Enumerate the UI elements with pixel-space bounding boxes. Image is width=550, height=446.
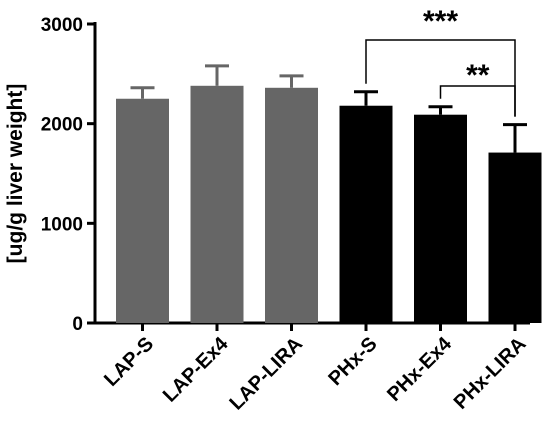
error-bars <box>130 64 527 153</box>
significance-brackets <box>365 39 516 117</box>
significance-bracket-phx-s-vs-phx-lira <box>365 39 516 117</box>
significance-label-phx-s-vs-phx-lira: *** <box>423 5 458 38</box>
y-tick-label-3000: 3000 <box>41 15 83 36</box>
category-label-lap-ex4: LAP-Ex4 <box>159 332 233 406</box>
bar-lap-s <box>116 98 169 323</box>
significance-bracket-phx-ex4-vs-phx-lira <box>439 85 516 117</box>
category-label-phx-ex4: PHx-Ex4 <box>383 332 457 406</box>
category-label-phx-lira: PHx-LIRA <box>450 333 531 414</box>
bar-phx-lira <box>488 152 542 323</box>
y-tick-label-0: 0 <box>72 314 83 335</box>
category-label-lap-lira: LAP-LIRA <box>225 333 307 415</box>
bar-phx-ex4 <box>414 114 467 324</box>
bar-lap-ex4 <box>190 85 244 323</box>
bar-phx-s <box>339 105 393 323</box>
y-axis-label: [ug/g liver weight] <box>4 84 27 264</box>
bars <box>116 85 542 324</box>
category-label-lap-s: LAP-S <box>100 333 158 391</box>
significance-label-phx-ex4-vs-phx-lira: ** <box>466 59 490 92</box>
bar-lap-lira <box>265 87 318 323</box>
y-tick-label-1000: 1000 <box>41 214 83 235</box>
category-label-phx-s: PHx-S <box>324 333 381 390</box>
y-tick-label-2000: 2000 <box>41 115 83 136</box>
